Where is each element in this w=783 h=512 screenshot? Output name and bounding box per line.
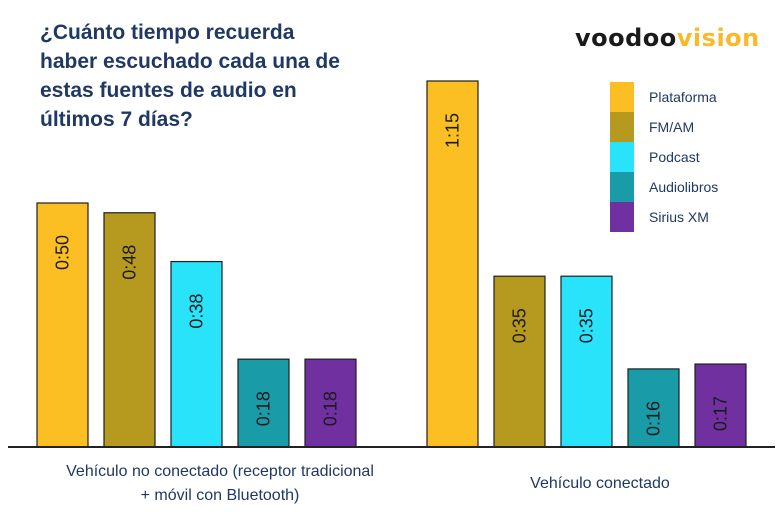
- data-label-audiolibros-1: 0:16: [644, 401, 664, 436]
- legend-item-audiolibros: Audiolibros: [610, 172, 718, 202]
- data-label-podcast-0: 0:38: [187, 294, 207, 329]
- data-label-podcast-1: 0:35: [577, 308, 597, 343]
- bar-plataforma-0: [36, 202, 89, 448]
- legend-swatch-sirius-xm: [610, 202, 634, 232]
- bar-podcast-0: [170, 260, 223, 448]
- legend-label-sirius-xm: Sirius XM: [649, 209, 709, 225]
- category-label-conectado: Vehículo conectado: [530, 475, 670, 492]
- logo-part-vision: vision: [676, 24, 760, 52]
- data-label-fm-am-0: 0:48: [120, 245, 140, 280]
- data-label-audiolibros-0: 0:18: [254, 391, 274, 426]
- legend: Plataforma FM/AM Podcast Audiolibros Sirius …: [610, 82, 718, 232]
- bar-sirius-xm-1: [694, 363, 747, 448]
- legend-label-podcast: Podcast: [649, 149, 700, 165]
- legend-swatch-podcast: [610, 142, 634, 172]
- legend-swatch-fm-am: [610, 112, 634, 142]
- bar-fm-am-1: [493, 275, 546, 448]
- legend-label-plataforma: Plataforma: [649, 89, 717, 105]
- data-label-plataforma-0: 0:50: [53, 235, 73, 270]
- data-label-sirius-xm-0: 0:18: [321, 391, 341, 426]
- legend-item-podcast: Podcast: [610, 142, 718, 172]
- legend-item-fm-am: FM/AM: [610, 112, 718, 142]
- data-label-fm-am-1: 0:35: [510, 308, 530, 343]
- bar-sirius-xm-0: [304, 358, 357, 448]
- bar-audiolibros-1: [627, 368, 680, 448]
- legend-item-sirius-xm: Sirius XM: [610, 202, 718, 232]
- legend-swatch-plataforma: [610, 82, 634, 112]
- legend-swatch-audiolibros: [610, 172, 634, 202]
- bar-fm-am-0: [103, 212, 156, 448]
- data-label-sirius-xm-1: 0:17: [711, 396, 731, 431]
- data-label-plataforma-1: 1:15: [443, 113, 463, 148]
- logo-part-voodoo: voodoo: [575, 24, 677, 52]
- legend-item-plataforma: Plataforma: [610, 82, 718, 112]
- voodoovision-logo: voodoovision: [575, 24, 760, 52]
- bar-podcast-1: [560, 275, 613, 448]
- bar-plataforma-1: [426, 80, 479, 448]
- category-label-no-conectado: Vehículo no conectado (receptor tradicio…: [66, 463, 374, 504]
- legend-label-fm-am: FM/AM: [649, 119, 695, 135]
- bar-audiolibros-0: [237, 358, 290, 448]
- chart-title: ¿Cuánto tiempo recuerda haber escuchado …: [40, 21, 340, 131]
- legend-label-audiolibros: Audiolibros: [649, 179, 719, 195]
